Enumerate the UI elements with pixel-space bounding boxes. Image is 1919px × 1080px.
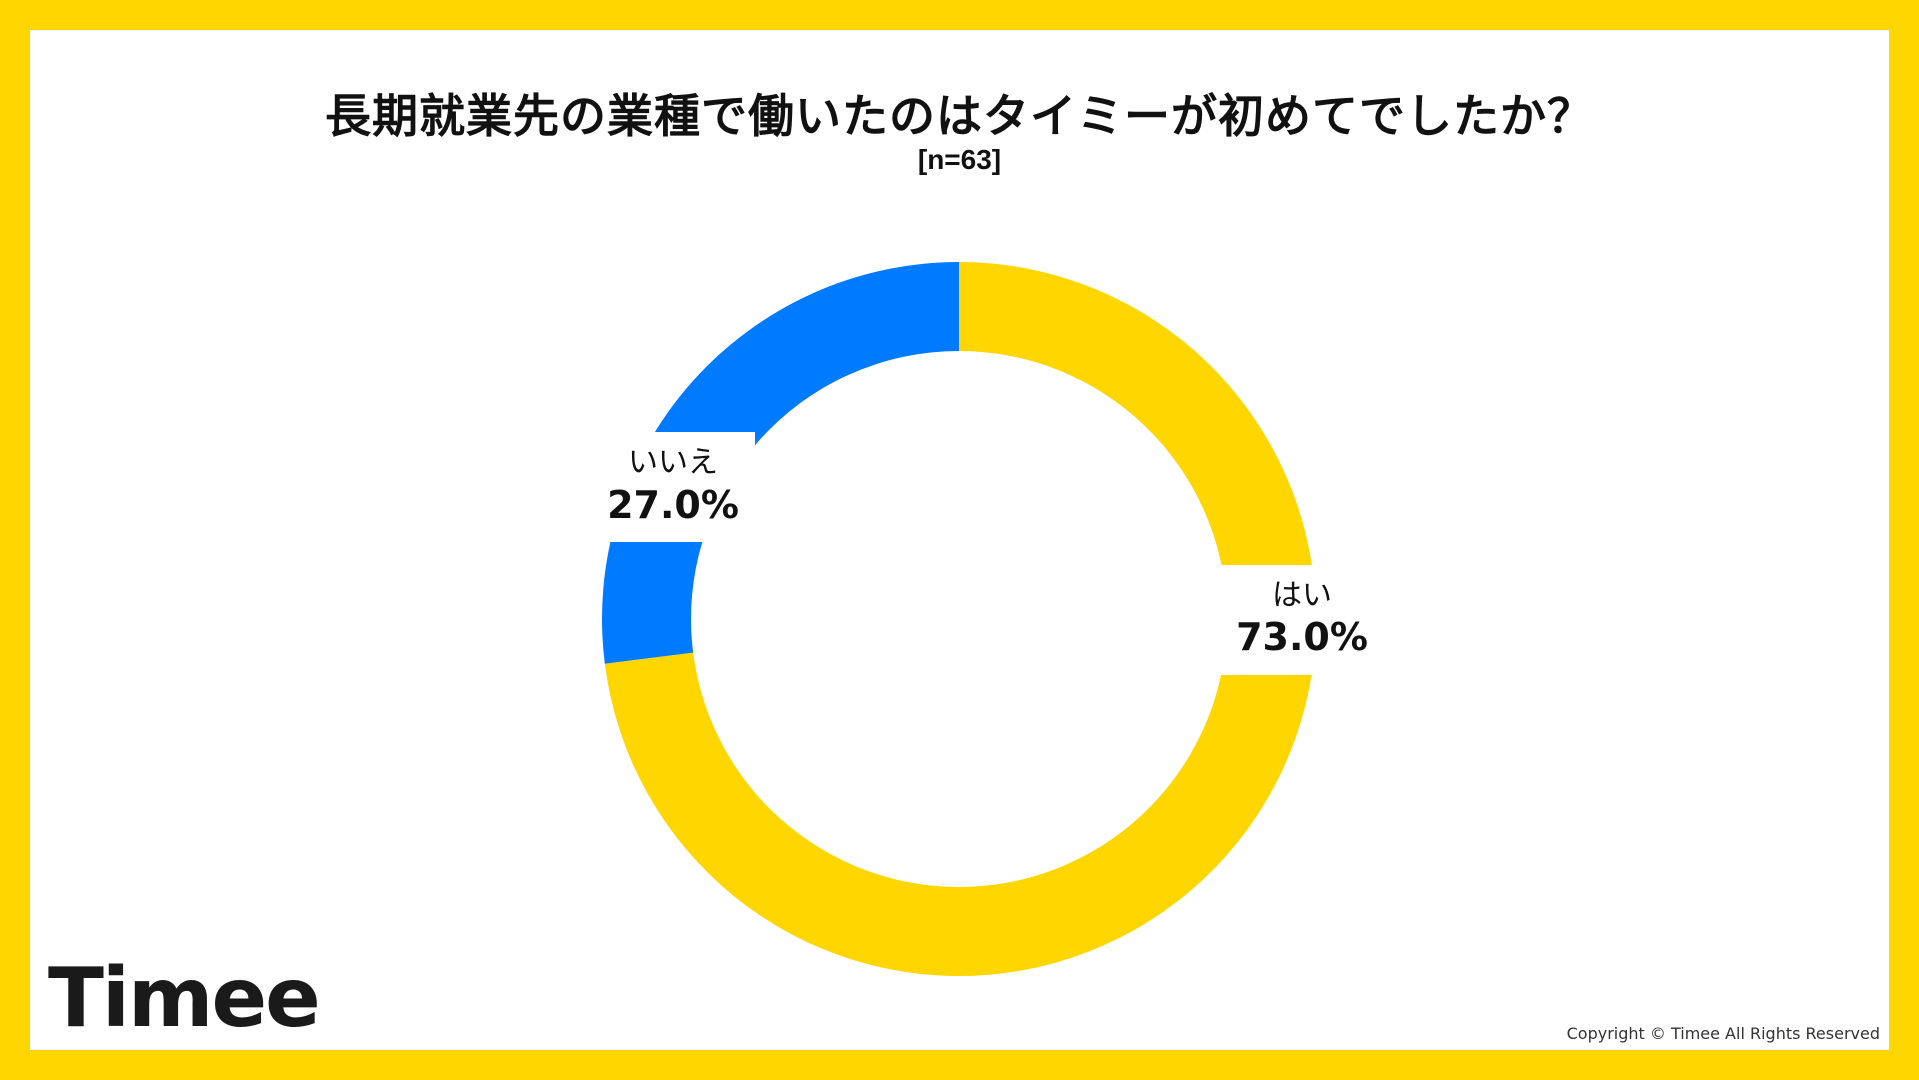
chart-frame: [30, 30, 1889, 1050]
chart-title: 長期就業先の業種で働いたのはタイミーが初めてでしたか？: [325, 89, 1594, 143]
donut-slice-no: [602, 262, 959, 664]
label-background-yes: [1220, 565, 1380, 675]
category-label-yes: はい: [1272, 578, 1332, 613]
category-label-no: いいえ: [628, 445, 718, 480]
value-label-yes: 73.0%: [1236, 615, 1368, 659]
timee-logo: Timee: [48, 951, 321, 1046]
label-background-no: [595, 432, 755, 542]
value-label-no: 27.0%: [607, 483, 739, 527]
copyright-text: Copyright © Timee All Rights Reserved: [1566, 1024, 1880, 1043]
sample-size-label: [n=63]: [917, 144, 1002, 175]
